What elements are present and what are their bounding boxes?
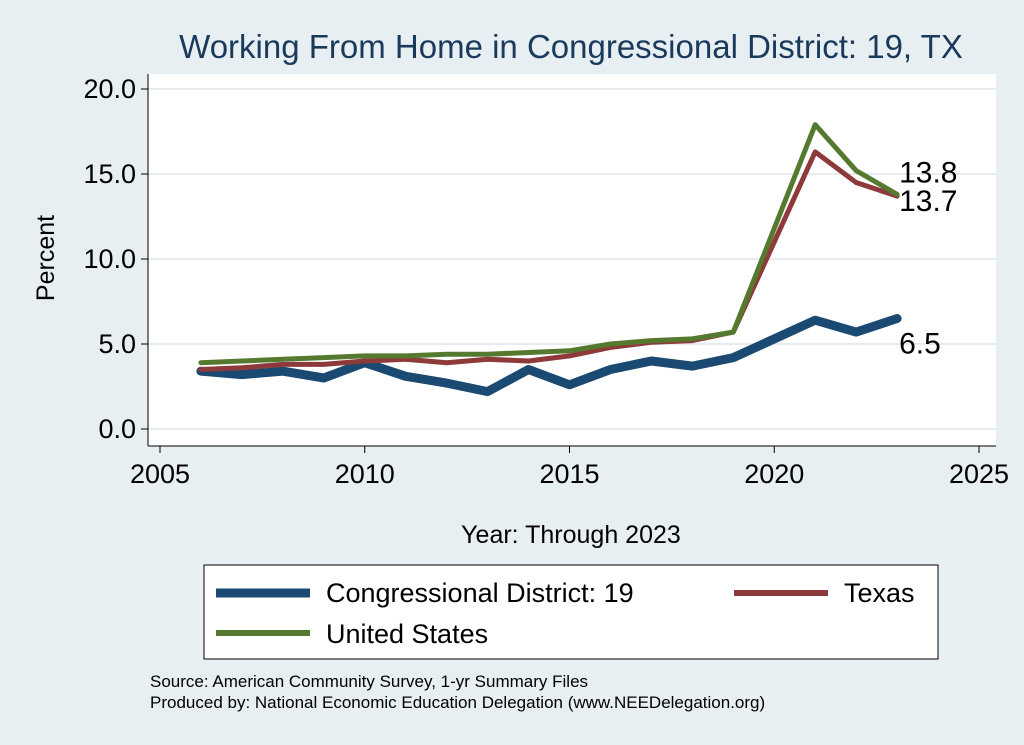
legend-label-congressional-district: Congressional District: 19 <box>326 578 634 608</box>
chart-title: Working From Home in Congressional Distr… <box>179 28 963 65</box>
y-tick-label: 5.0 <box>98 329 136 359</box>
grid-lines <box>148 88 996 430</box>
y-tick-label: 20.0 <box>83 74 136 104</box>
end-label-2: 13.8 <box>899 156 957 189</box>
y-axis-label: Percent <box>32 215 60 301</box>
x-tick-label: 2010 <box>335 459 395 489</box>
y-ticks: 0.0 5.0 10.0 15.0 20.0 <box>83 74 148 444</box>
end-labels: 6.5 13.713.8 <box>899 156 957 360</box>
producer-note: Produced by: National Economic Education… <box>150 693 765 712</box>
series-line-1 <box>198 149 900 372</box>
x-tick-label: 2015 <box>539 459 599 489</box>
series-lines <box>196 122 902 397</box>
x-ticks: 2005 2010 2015 2020 2025 <box>130 446 1009 489</box>
y-tick-label: 15.0 <box>83 159 136 189</box>
y-tick-label: 0.0 <box>98 414 136 444</box>
end-label-0: 6.5 <box>899 328 941 361</box>
axes <box>147 74 996 447</box>
x-tick-label: 2020 <box>744 459 804 489</box>
legend-label-united-states: United States <box>326 619 488 649</box>
source-note: Source: American Community Survey, 1-yr … <box>150 672 588 691</box>
y-tick-label: 10.0 <box>83 244 136 274</box>
legend-label-texas: Texas <box>844 578 915 608</box>
x-tick-label: 2025 <box>949 459 1009 489</box>
end-label-1: 13.7 <box>899 185 957 218</box>
x-axis-label: Year: Through 2023 <box>461 521 681 549</box>
legend-box <box>203 564 939 660</box>
legend: Congressional District: 19 Texas United … <box>203 564 939 660</box>
series-line-2 <box>198 122 900 366</box>
x-tick-label: 2005 <box>130 459 190 489</box>
series-line-0 <box>196 314 902 397</box>
